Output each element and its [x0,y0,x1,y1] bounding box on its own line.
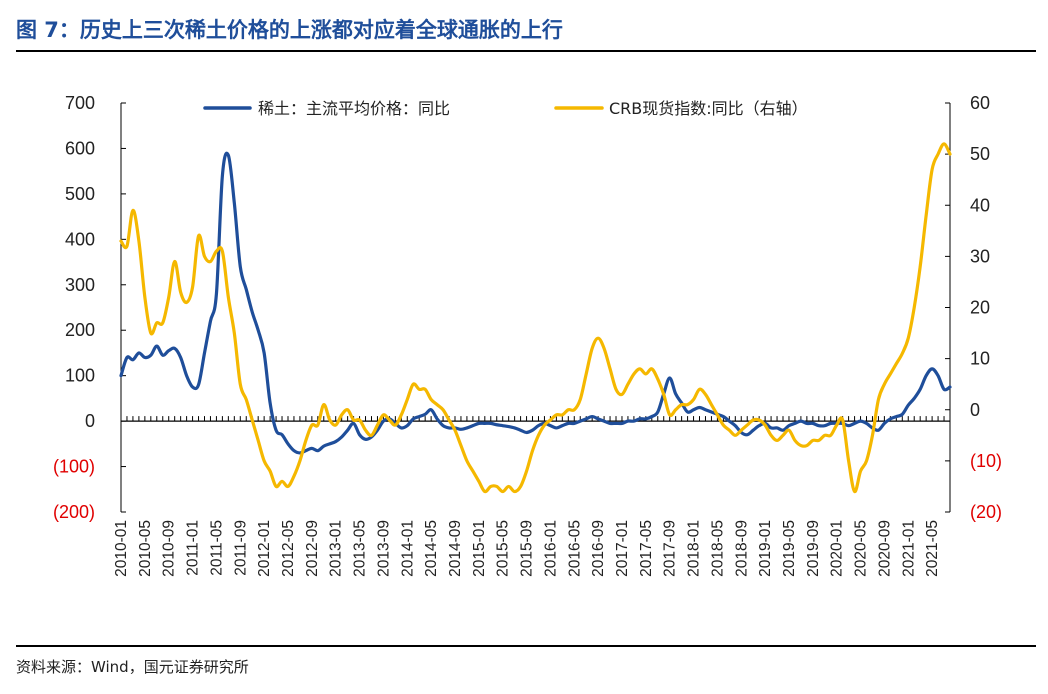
x-axis-tick-label: 2015-09 [519,520,536,577]
legend-item-rare-earth-label: 稀土：主流平均价格：同比 [258,99,450,118]
left-axis-tick-label: 200 [65,320,95,340]
left-axis-tick-label: 600 [65,138,95,158]
x-axis-tick-label: 2020-05 [853,520,870,577]
x-axis-tick-label: 2015-05 [495,520,512,577]
x-axis-tick-label: 2018-01 [686,520,703,577]
x-axis-tick-label: 2010-05 [137,520,154,577]
left-axis-tick-label: (200) [53,502,95,522]
x-axis-tick-label: 2013-01 [328,520,345,577]
source-note: 资料来源：Wind，国元证券研究所 [16,658,249,676]
left-axis-tick-label: 100 [65,366,95,386]
series-line-rare-earth [119,151,952,455]
series-line-crb [119,142,952,494]
right-axis-tick-label: (20) [970,502,1002,522]
source-rule [16,645,1036,647]
figure-title: 图 7：历史上三次稀土价格的上涨都对应着全球通胀的上行 [16,18,563,42]
x-axis-tick-label: 2011-09 [232,520,249,576]
x-axis-tick-label: 2014-01 [399,520,416,577]
x-axis-tick-label: 2011-05 [208,520,225,576]
right-axis-tick-label: (10) [970,451,1002,471]
x-axis-tick-label: 2018-05 [709,520,726,577]
left-axis-tick-label: 700 [65,93,95,113]
right-axis-tick-label: 30 [970,246,990,266]
x-axis-tick-label: 2021-05 [924,520,941,577]
right-axis-tick-label: 40 [970,195,990,215]
x-axis-tick-label: 2018-09 [733,520,750,577]
x-axis-tick-label: 2017-09 [662,520,679,577]
left-axis-tick-label: 400 [65,229,95,249]
x-axis-tick-label: 2014-05 [423,520,440,577]
x-axis-tick-label: 2012-01 [256,520,273,577]
x-axis-tick-label: 2010-09 [161,520,178,577]
x-axis-tick-label: 2016-05 [566,520,583,577]
x-axis-tick-label: 2019-09 [805,520,822,577]
legend: 稀土：主流平均价格：同比 CRB现货指数:同比（右轴） [203,99,808,118]
x-axis-tick-label: 2014-09 [447,520,464,577]
x-axis-tick-label: 2019-01 [757,520,774,577]
x-axis-tick-label: 2017-01 [614,520,631,577]
left-axis-tick-label: (100) [53,457,95,477]
x-axis-tick-label: 2012-09 [304,520,321,577]
left-axis-tick-label: 300 [65,275,95,295]
series-layer [119,142,952,494]
x-axis-tick-label: 2017-05 [638,520,655,577]
x-axis-tick-label: 2010-01 [113,520,130,577]
title-rule [16,50,1036,52]
x-axis-tick-label: 2019-05 [781,520,798,577]
x-axis-tick-label: 2013-05 [352,520,369,577]
x-axis-tick-label: 2015-01 [471,520,488,577]
x-axis-tick-label: 2021-01 [900,520,917,577]
x-axis-tick-label: 2020-09 [876,520,893,577]
right-axis-tick-label: 20 [970,298,990,318]
line-chart: 7006005004003002001000(100)(200)60504030… [53,93,1002,577]
right-axis-tick-label: 0 [970,400,980,420]
x-axis-tick-label: 2020-01 [829,520,846,577]
legend-item-crb-label: CRB现货指数:同比（右轴） [609,99,808,118]
x-axis-tick-label: 2013-09 [375,520,392,577]
left-axis-tick-label: 500 [65,184,95,204]
axes-layer: 7006005004003002001000(100)(200)60504030… [53,93,1002,577]
x-axis-tick-label: 2016-09 [590,520,607,577]
right-axis-tick-label: 60 [970,93,990,113]
right-axis-tick-label: 10 [970,349,990,369]
right-axis-tick-label: 50 [970,144,990,164]
x-axis-tick-label: 2016-01 [542,520,559,577]
x-axis-tick-label: 2011-01 [185,520,202,576]
x-axis-tick-label: 2012-05 [280,520,297,577]
left-axis-tick-label: 0 [85,411,95,431]
